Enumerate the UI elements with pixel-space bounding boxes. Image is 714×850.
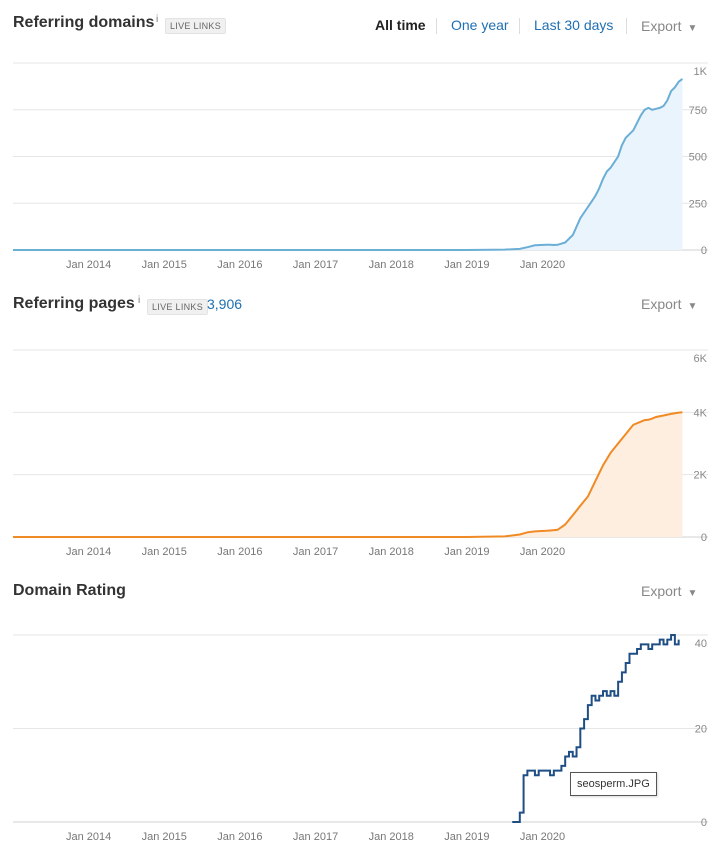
info-icon[interactable]: i [138,295,141,306]
y-tick-label: 6K [694,353,708,365]
series-line [13,411,683,538]
export-label: Export [641,18,682,34]
x-tick-label: Jan 2018 [369,259,414,271]
range-separator [519,18,520,34]
range-all-time[interactable]: All time [375,17,426,33]
export-button-domains[interactable]: Export ▼ [641,18,697,34]
x-tick-label: Jan 2016 [217,546,262,558]
range-one-year[interactable]: One year [451,17,509,33]
y-tick-label: 0 [701,245,707,257]
series-area [13,78,683,251]
x-tick-label: Jan 2019 [444,831,489,843]
x-tick-label: Jan 2015 [142,831,187,843]
x-tick-label: Jan 2015 [142,546,187,558]
info-icon[interactable]: i [156,14,159,25]
referring-pages-chart: 6K 4K 2K 0 Jan 2014 Jan 2015 Jan 2016 Jan 2017 J… [13,349,708,558]
x-tick-label: Jan 2014 [66,259,111,271]
y-tick-label: 250 [689,198,707,210]
export-label: Export [641,583,682,599]
domain-rating-chart: 40 20 0 Jan 2014 Jan 2015 Jan 2016 Jan 2017 Jan… [13,634,708,843]
referring-domains-title: Referring domains [13,14,155,31]
range-last-30-days[interactable]: Last 30 days [534,17,614,33]
series-line [13,78,684,251]
x-tick-label: Jan 2019 [444,546,489,558]
x-tick-label: Jan 2019 [444,259,489,271]
y-tick-label: 0 [701,817,707,829]
x-tick-label: Jan 2018 [369,546,414,558]
series-line [512,634,680,823]
y-tick-label: 0 [701,532,707,544]
x-tick-label: Jan 2014 [66,546,111,558]
referring-pages-title: Referring pages [13,295,135,312]
export-button-pages[interactable]: Export ▼ [641,296,697,312]
range-separator [626,18,627,34]
y-tick-label: 1K [694,66,708,78]
caret-down-icon: ▼ [687,23,698,34]
live-links-badge: LIVE LINKS [165,18,227,34]
series-area [13,412,683,537]
y-tick-label: 40 [695,638,707,650]
x-tick-label: Jan 2014 [66,831,111,843]
domain-rating-title: Domain Rating [13,582,126,599]
x-tick-label: Jan 2017 [293,259,338,271]
x-tick-label: Jan 2017 [293,831,338,843]
range-separator [436,18,437,34]
caret-down-icon: ▼ [687,588,698,599]
x-tick-label: Jan 2020 [520,259,565,271]
x-tick-label: Jan 2015 [142,259,187,271]
y-tick-label: 2K [694,470,708,482]
y-tick-label: 4K [694,407,708,419]
x-tick-label: Jan 2020 [520,546,565,558]
referring-domains-chart: 1K 750 500 250 0 Jan 2014 Jan 2015 Jan 2016 Jan … [13,62,708,271]
x-tick-label: Jan 2016 [217,831,262,843]
y-tick-label: 500 [689,152,707,164]
live-links-badge: LIVE LINKS [147,299,209,315]
export-button-dr[interactable]: Export ▼ [641,583,697,599]
caret-down-icon: ▼ [687,301,698,312]
y-tick-label: 20 [695,724,707,736]
x-tick-label: Jan 2017 [293,546,338,558]
x-tick-label: Jan 2018 [369,831,414,843]
x-tick-label: Jan 2016 [217,259,262,271]
y-tick-label: 750 [689,105,707,117]
x-tick-label: Jan 2020 [520,831,565,843]
chart-tooltip: seosperm.JPG [570,772,657,796]
referring-pages-count[interactable]: 3,906 [207,296,243,312]
export-label: Export [641,296,682,312]
